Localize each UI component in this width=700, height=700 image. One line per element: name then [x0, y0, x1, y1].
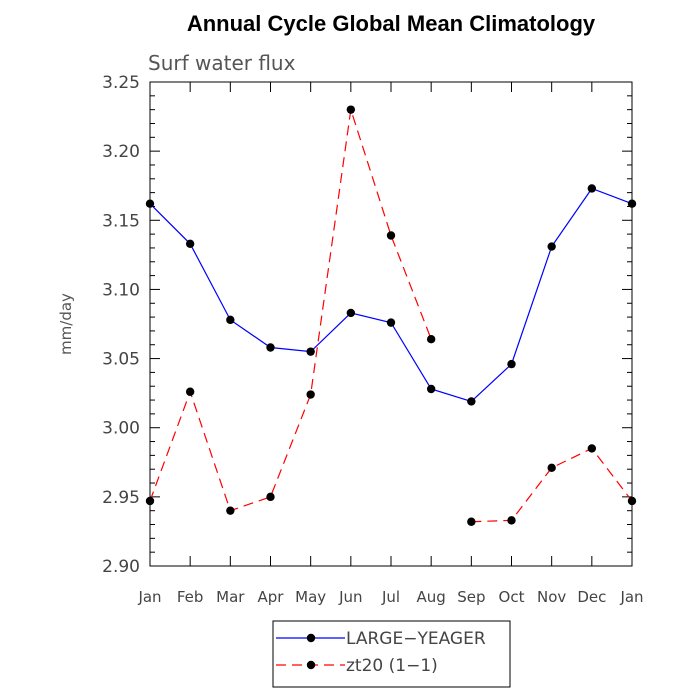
legend-box [272, 620, 511, 688]
y-tick-label: 2.95 [102, 488, 140, 508]
y-axis-label: mm/day [57, 293, 75, 355]
series-2-point [145, 496, 155, 506]
x-tick-label: Dec [577, 588, 606, 606]
legend-marker-2 [306, 660, 316, 670]
y-tick-label: 3.25 [102, 73, 140, 93]
series-2-point [386, 231, 396, 240]
series-1-point [386, 318, 396, 327]
series-2-point [587, 444, 597, 453]
series-1-point [306, 347, 315, 356]
series-line-1 [149, 187, 633, 403]
x-tick-label: Oct [499, 588, 525, 606]
series-1-point [587, 184, 597, 193]
series-2-point [266, 492, 275, 502]
series-2-point [346, 105, 356, 114]
series-1-point [507, 359, 516, 369]
x-tick-label: Jan [619, 588, 643, 606]
series-2-point [306, 390, 315, 399]
series-2-point [507, 516, 516, 525]
series-1-point [547, 242, 556, 251]
y-tick-label: 3.15 [102, 211, 140, 231]
legend-label-2: zt20 (1−1) [346, 656, 438, 676]
axis-ticks [149, 81, 633, 567]
y-tick-label: 3.00 [102, 419, 140, 439]
y-tick-label: 3.20 [102, 142, 140, 162]
x-tick-label: Jul [381, 588, 400, 606]
chart-title: Annual Cycle Global Mean Climatology [187, 11, 596, 36]
y-tick-label: 3.10 [102, 280, 140, 300]
series-2-point [627, 496, 637, 506]
series-1-point [226, 315, 235, 325]
series-2-point [547, 463, 556, 473]
x-tick-label: Aug [417, 588, 446, 606]
series-line-2 [471, 447, 633, 523]
series-line-2 [149, 109, 432, 512]
x-tick-label: Mar [216, 588, 245, 606]
series-1-point [185, 239, 195, 248]
x-tick-label: Apr [258, 588, 285, 606]
series-1-point [266, 343, 275, 352]
series-2-point [226, 506, 235, 515]
y-tick-label: 3.05 [102, 350, 140, 370]
x-tick-label: Feb [177, 588, 204, 606]
x-tick-label: Jan [137, 588, 161, 606]
series-1-point [346, 308, 356, 318]
legend-label-1: LARGE−YEAGER [346, 629, 486, 649]
series-1-point [627, 199, 637, 208]
series-1-point [426, 384, 436, 394]
x-tick-label: Nov [537, 588, 566, 606]
series-2-point [467, 517, 476, 526]
chart-subtitle: Surf water flux [148, 51, 296, 75]
series-2-point [426, 335, 436, 344]
legend: LARGE−YEAGER zt20 (1−1) [272, 620, 511, 688]
x-tick-label: May [295, 588, 326, 606]
x-tick-label: Jun [338, 588, 362, 606]
legend-marker-1 [306, 633, 316, 643]
series-1-point [467, 397, 476, 406]
series-1-point [145, 199, 155, 208]
x-tick-label: Sep [457, 588, 485, 606]
series-layer [145, 105, 637, 526]
series-2-point [185, 387, 195, 396]
y-tick-label: 2.90 [102, 557, 140, 577]
